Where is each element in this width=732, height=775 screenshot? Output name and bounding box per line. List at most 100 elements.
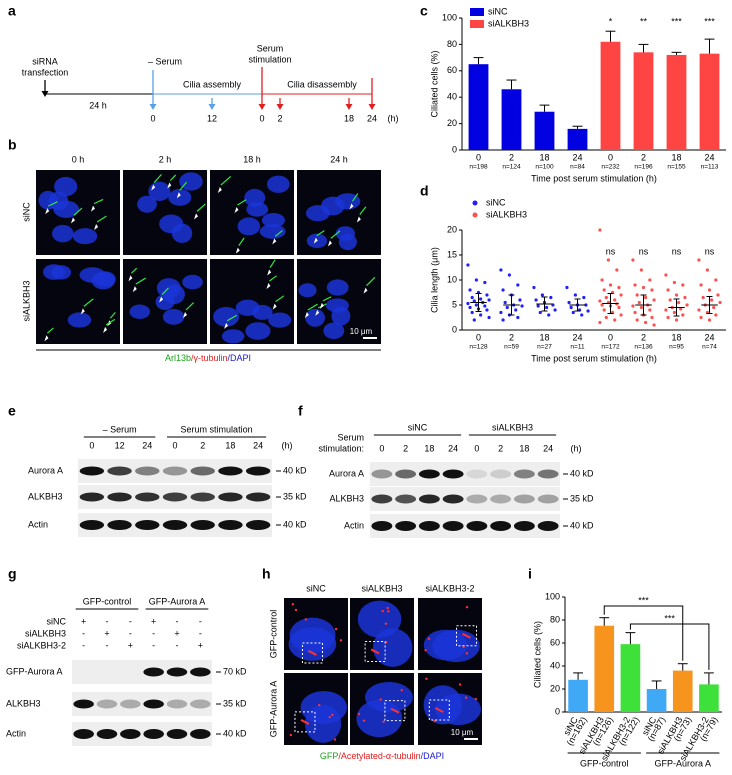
band <box>513 521 535 531</box>
nucleus <box>261 213 285 228</box>
legend-label: siNC <box>488 6 508 16</box>
band <box>537 521 559 531</box>
nucleus <box>266 175 290 193</box>
data-point <box>499 310 503 315</box>
signal <box>427 637 431 640</box>
panel-label: d <box>420 183 429 199</box>
data-point <box>648 278 652 282</box>
signal <box>357 712 361 716</box>
condition-sign: - <box>82 628 85 638</box>
data-point <box>487 298 491 302</box>
nucleus <box>323 322 345 340</box>
nucleus <box>163 284 185 305</box>
cilium <box>275 295 285 303</box>
data-point <box>650 315 654 320</box>
bar <box>534 111 555 150</box>
signal <box>318 703 321 707</box>
data-point <box>631 258 635 262</box>
arrow-head <box>258 104 266 110</box>
scale-bar-label: 10 μm <box>451 728 474 737</box>
timeline-tick: 24 <box>367 113 377 123</box>
data-point <box>466 301 470 306</box>
signal <box>381 609 384 613</box>
cilium <box>161 287 169 295</box>
condition-sign: + <box>81 616 86 626</box>
cilium <box>330 230 341 239</box>
signal <box>362 719 366 722</box>
data-point <box>679 307 683 311</box>
condition-sign: - <box>129 616 132 626</box>
data-point <box>584 303 588 307</box>
data-point <box>650 288 654 292</box>
y-tick-label: 5 <box>452 299 457 309</box>
timeline-tick: 12 <box>207 113 217 123</box>
cilium <box>269 259 276 268</box>
size-label: 35 kD <box>570 493 594 503</box>
pointer-arrow <box>45 208 50 215</box>
data-point <box>501 318 505 322</box>
band <box>442 521 464 531</box>
data-point <box>538 310 542 315</box>
y-axis-label: Ciliated cells (%) <box>532 621 542 688</box>
lane-title: stimulation: <box>318 443 364 453</box>
data-point <box>567 300 571 305</box>
nucleus <box>357 600 402 638</box>
data-point <box>714 278 718 282</box>
signal <box>424 649 427 652</box>
arrow-head <box>368 104 376 110</box>
bar <box>633 52 654 150</box>
data-point <box>600 303 604 307</box>
data-point <box>701 295 705 300</box>
sample-size: n=74 <box>702 344 717 351</box>
lane-label: 0 <box>379 443 384 453</box>
nucleus <box>179 172 203 191</box>
timeline-tick: 0 <box>150 113 155 123</box>
band <box>395 469 417 479</box>
cilium <box>47 201 58 207</box>
data-point <box>474 303 478 307</box>
cilium <box>226 314 238 322</box>
cilium <box>96 215 107 223</box>
data-point <box>569 305 573 310</box>
data-point <box>716 293 720 297</box>
x-tick-label: 18 <box>671 152 681 162</box>
panel-label: f <box>298 403 303 419</box>
y-axis-label: Ciliated cells (%) <box>429 50 439 117</box>
data-point <box>674 318 679 322</box>
sample-size: n=59 <box>504 344 519 351</box>
legend-label: siNC <box>486 197 506 207</box>
data-point <box>637 300 641 305</box>
nucleus <box>213 306 240 327</box>
data-point <box>602 308 606 312</box>
nucleus <box>298 283 317 298</box>
band <box>79 466 105 476</box>
band <box>73 699 94 709</box>
sample-size: n=84 <box>570 164 585 171</box>
cilium <box>196 203 206 212</box>
band <box>135 492 160 502</box>
data-point <box>520 304 524 308</box>
band <box>537 469 559 479</box>
timeline-unit: (h) <box>388 113 399 123</box>
lane-label: 24 <box>253 440 263 450</box>
band <box>490 469 512 479</box>
nucleus <box>268 312 292 328</box>
panel-label: e <box>8 403 16 419</box>
stain-label: /DAPI <box>421 751 445 761</box>
y-tick-label: 20 <box>447 224 457 234</box>
bar <box>568 679 588 712</box>
blot-strip <box>72 692 212 716</box>
cilium <box>220 176 232 186</box>
legend-label: siALKBH3 <box>488 18 529 28</box>
pointer-arrow <box>151 184 156 191</box>
nucleus <box>182 274 203 290</box>
pointer-arrow <box>363 287 368 294</box>
pointer-arrow <box>356 216 361 223</box>
band <box>96 729 118 739</box>
pointer-arrow <box>266 282 271 289</box>
signal <box>304 618 308 621</box>
signal <box>474 697 477 701</box>
x-tick-label: 0 <box>608 152 613 162</box>
pointer-arrow <box>176 192 181 199</box>
